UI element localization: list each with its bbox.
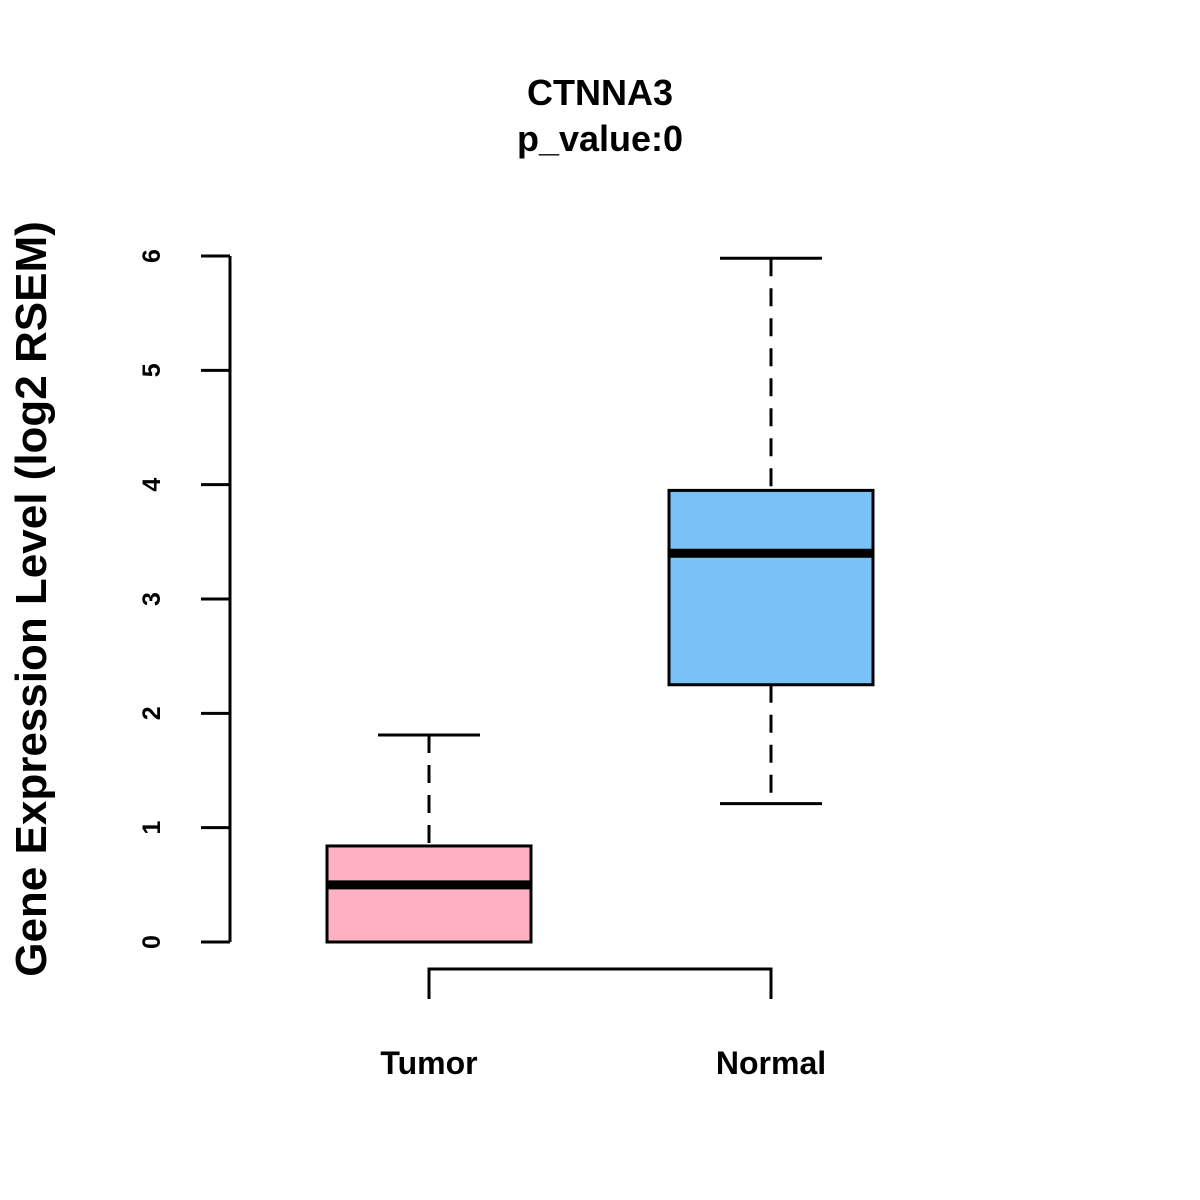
y-tick-label: 4: [138, 478, 166, 492]
iqr-box: [667, 488, 875, 687]
chart-title: CTNNA3: [527, 72, 673, 113]
y-tick-label: 5: [138, 363, 166, 377]
y-axis-label: Gene Expression Level (log2 RSEM): [7, 221, 56, 977]
y-tick-label: 6: [138, 249, 166, 263]
box-normal: [667, 256, 875, 806]
comparison-bracket: [427, 967, 773, 999]
boxes: [325, 256, 875, 944]
category-labels: Tumor Normal: [380, 1045, 826, 1081]
y-tick-label: 1: [138, 821, 166, 835]
y-tick-label: 0: [138, 935, 166, 949]
y-tick-label: 2: [138, 706, 166, 720]
chart-subtitle: p_value:0: [517, 118, 683, 159]
y-tick-label: 3: [138, 592, 166, 606]
category-label-tumor: Tumor: [380, 1045, 477, 1081]
iqr-box: [325, 844, 533, 944]
category-label-normal: Normal: [716, 1045, 826, 1081]
bracket-line: [427, 967, 773, 999]
box-tumor: [325, 733, 533, 944]
y-axis: 0 1 2 3 4 5 6: [138, 249, 232, 949]
